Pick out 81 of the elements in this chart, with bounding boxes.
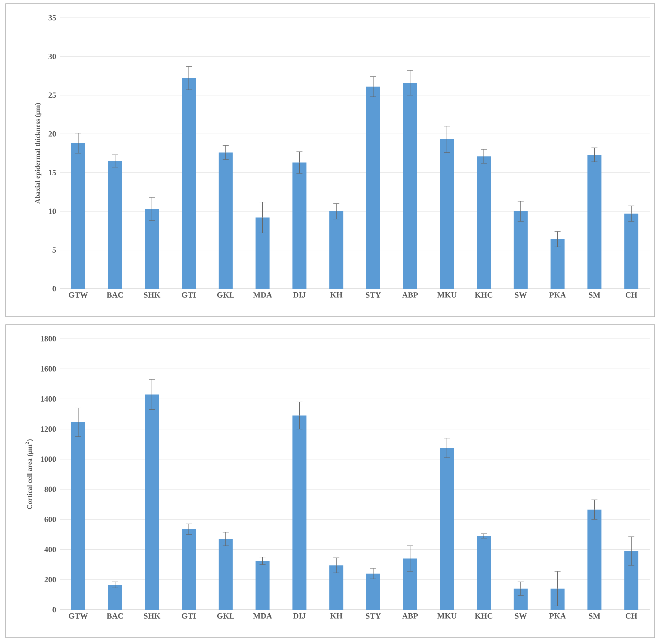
- bar: [145, 394, 160, 610]
- x-tick-label: SW: [515, 292, 528, 298]
- bar: [330, 212, 344, 289]
- bar: [256, 561, 270, 610]
- y-tick-label: 35: [48, 15, 56, 21]
- x-tick-label: GTI: [182, 292, 196, 298]
- y-tick-label: 20: [48, 131, 56, 137]
- bar: [71, 422, 86, 610]
- y-tick-label: 5: [52, 248, 56, 253]
- x-tick-label: KH: [330, 292, 343, 298]
- x-tick-label: GTW: [69, 614, 88, 619]
- y-tick-label: 1200: [41, 426, 56, 432]
- bar: [145, 209, 160, 289]
- bar: [403, 558, 418, 610]
- x-tick-label: GTI: [182, 614, 196, 619]
- x-tick-label: STY: [366, 292, 382, 298]
- bar: [366, 574, 380, 610]
- x-tick-label: DIJ: [293, 614, 306, 619]
- bar: [292, 416, 307, 610]
- bar: [477, 536, 492, 610]
- bar: [108, 585, 122, 610]
- y-tick-label: 1800: [41, 336, 56, 342]
- x-tick-label: KHC: [475, 292, 493, 298]
- x-tick-label: ABP: [402, 614, 418, 619]
- x-tick-label: KH: [330, 614, 343, 619]
- x-tick-label: KHC: [475, 614, 493, 619]
- bar: [514, 588, 528, 610]
- x-tick-label: SHK: [144, 292, 161, 298]
- x-tick-label: SM: [589, 292, 600, 298]
- y-tick-label: 400: [44, 547, 56, 552]
- bar: [218, 539, 233, 610]
- bar: [440, 448, 454, 610]
- x-tick-label: MKU: [438, 292, 457, 298]
- bar: [440, 140, 454, 289]
- y-tick-label: 1000: [41, 456, 56, 462]
- y-tick-label: 15: [49, 170, 56, 176]
- bar: [514, 212, 528, 289]
- x-tick-label: PKA: [550, 614, 566, 619]
- bar: [256, 218, 270, 289]
- bar: [330, 566, 344, 610]
- x-tick-label: GKL: [217, 614, 234, 619]
- x-tick-label: CH: [626, 292, 638, 298]
- bar: [624, 551, 639, 610]
- x-tick-label: BAC: [106, 292, 124, 298]
- bar: [218, 152, 233, 289]
- bar: [550, 239, 565, 289]
- x-tick-label: MDA: [253, 614, 272, 619]
- bar: [588, 155, 602, 289]
- x-tick-label: PKA: [550, 292, 566, 298]
- x-tick-label: MDA: [253, 292, 272, 298]
- bar: [588, 510, 602, 610]
- bar: [71, 143, 86, 289]
- x-tick-label: SM: [589, 614, 600, 619]
- x-tick-label: BAC: [106, 614, 124, 619]
- y-tick-label: 600: [44, 516, 56, 522]
- bar: [624, 214, 639, 289]
- y-tick-label: 1400: [41, 396, 56, 402]
- x-tick-label: GTW: [69, 292, 88, 298]
- bar: [108, 161, 122, 289]
- y-tick-label: 30: [48, 54, 56, 60]
- y-tick-label: 0: [52, 607, 56, 613]
- y-tick-label: 1600: [41, 366, 56, 372]
- x-tick-label: ABP: [402, 292, 418, 298]
- x-tick-label: MKU: [438, 614, 457, 619]
- y-tick-label: 200: [44, 577, 56, 583]
- x-tick-label: GKL: [217, 292, 234, 298]
- bar: [477, 156, 492, 289]
- y-tick-label: 800: [44, 486, 56, 492]
- x-tick-label: STY: [366, 614, 382, 619]
- bar: [403, 83, 418, 289]
- bar: [366, 86, 380, 289]
- bar: [292, 162, 307, 289]
- bar: [182, 529, 196, 610]
- x-tick-label: SHK: [144, 614, 161, 619]
- x-tick-label: DIJ: [293, 292, 306, 298]
- y-tick-label: 0: [52, 286, 56, 292]
- x-tick-label: SW: [515, 614, 528, 619]
- bar: [182, 78, 196, 289]
- y-tick-label: 25: [48, 92, 56, 98]
- y-tick-label: 10: [49, 208, 56, 214]
- x-tick-label: CH: [626, 614, 638, 619]
